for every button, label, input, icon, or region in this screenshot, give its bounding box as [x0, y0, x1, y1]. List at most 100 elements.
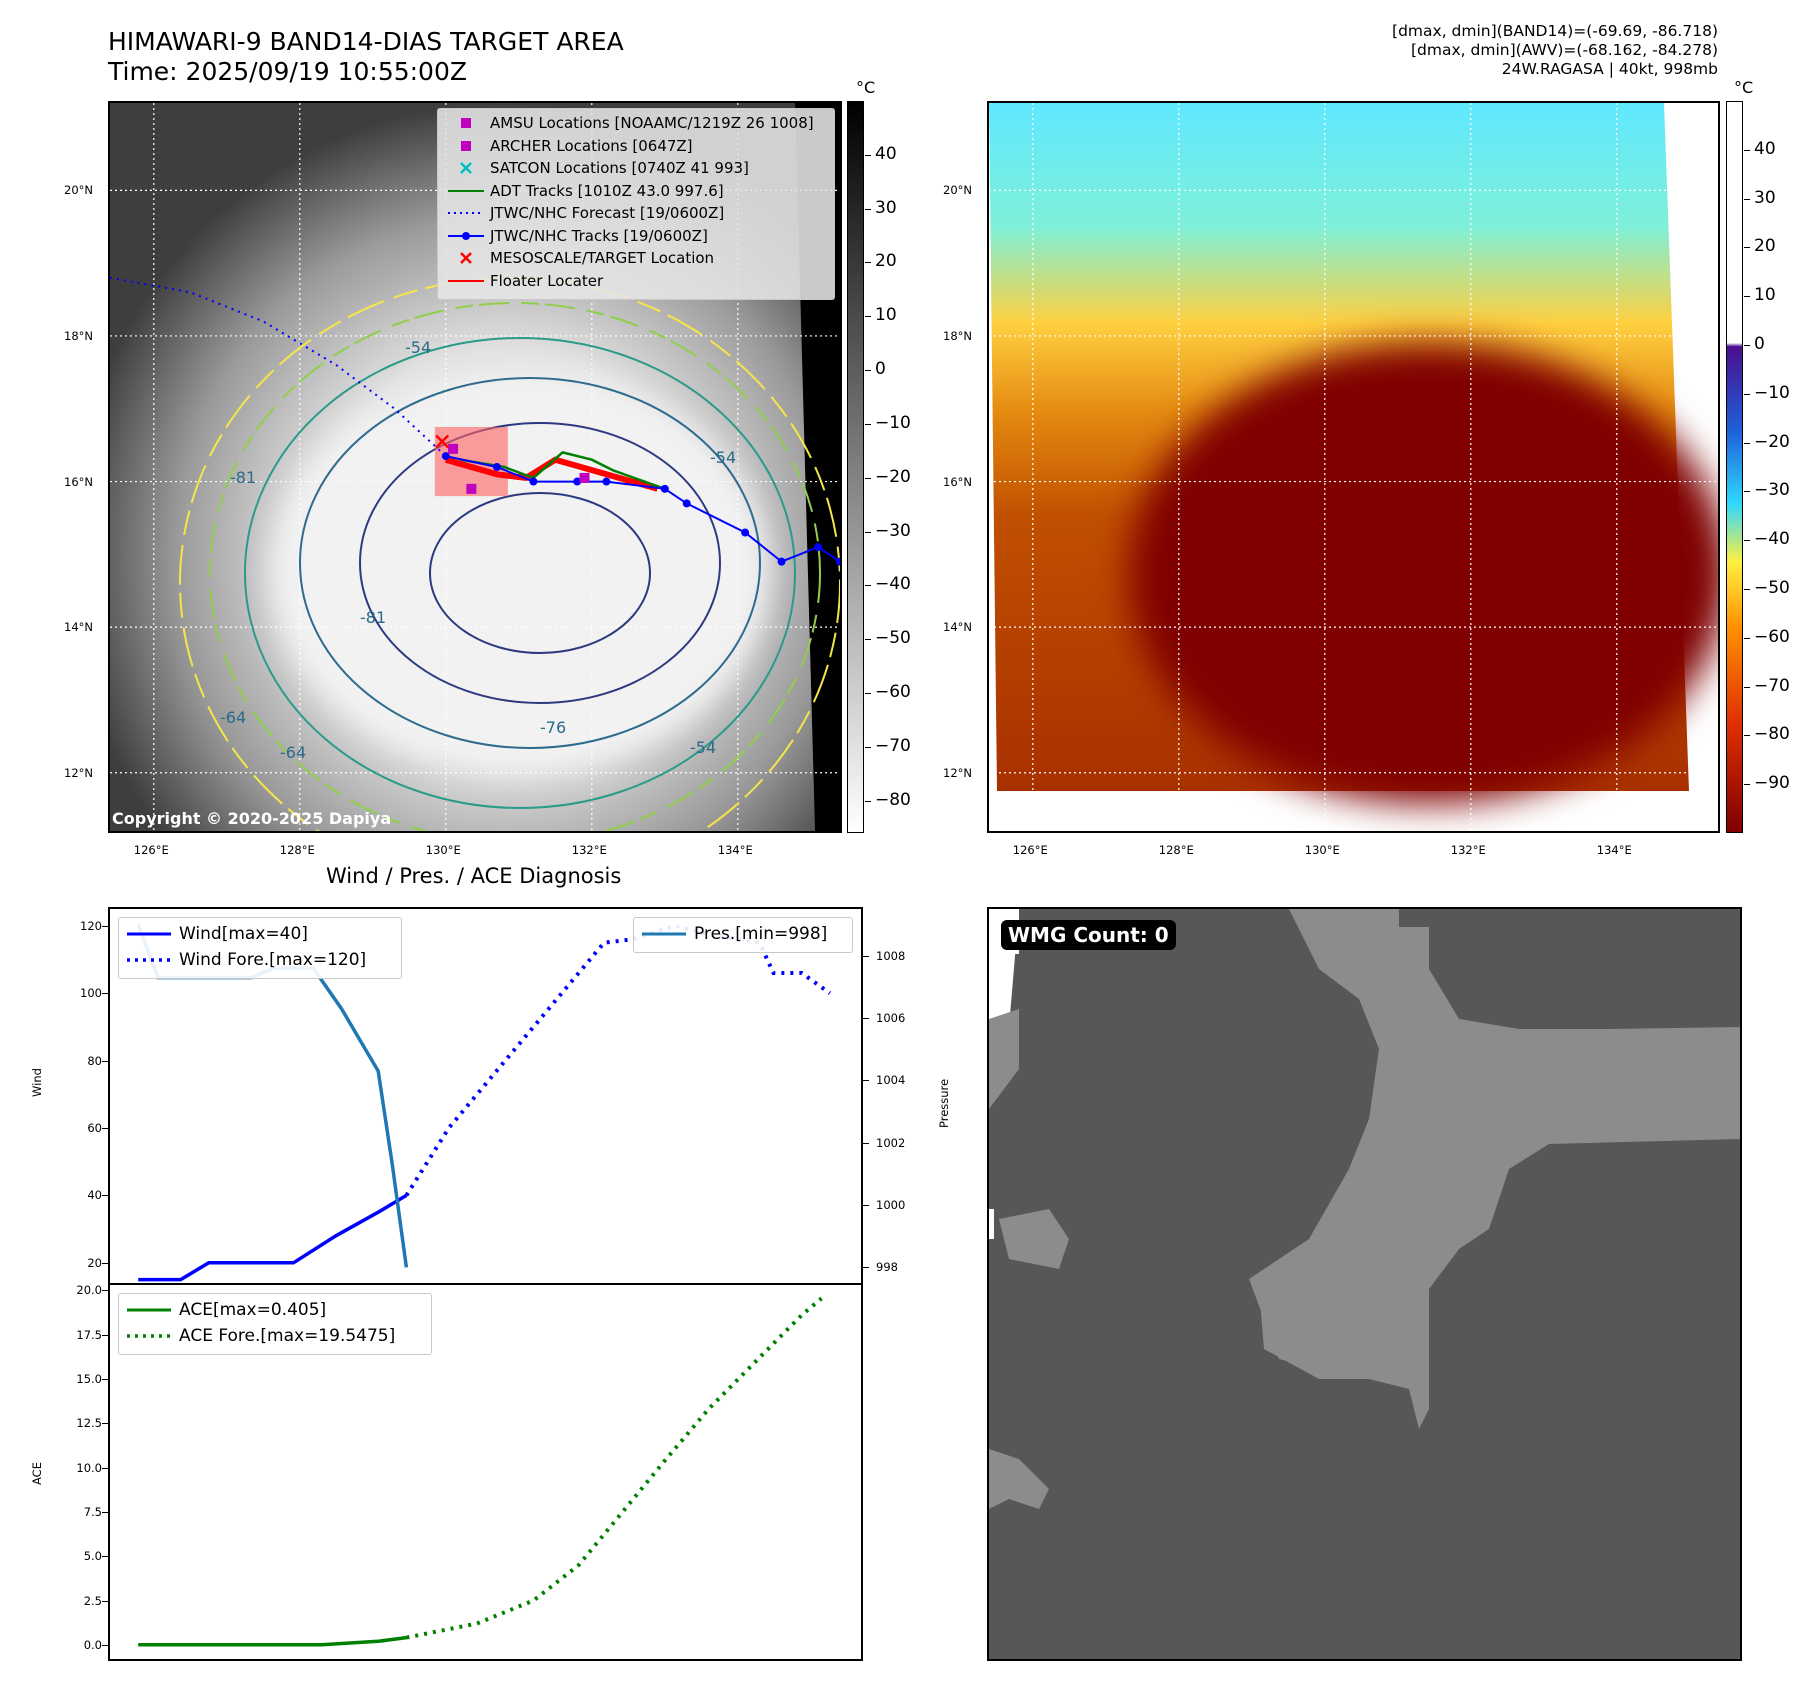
storm-info: 24W.RAGASA | 40kt, 998mb — [1501, 60, 1718, 78]
diagnosis-title: Wind / Pres. / ACE Diagnosis — [326, 864, 622, 888]
wind-tick-mark — [102, 1060, 108, 1062]
colorbar-tick-mark — [1744, 247, 1750, 249]
colorbar-tick-label: 10 — [875, 305, 897, 326]
map-legend-label: ADT Tracks [1010Z 43.0 997.6] — [490, 181, 724, 200]
colorbar-tick-label: −40 — [1754, 529, 1790, 550]
contour-label: -54 — [710, 448, 736, 467]
square-legend-symbol — [461, 140, 471, 151]
amsu-location-marker — [579, 472, 590, 483]
wind-tick-mark — [102, 1128, 108, 1129]
ace-tick-mark — [102, 1511, 108, 1513]
ace-tick-mark — [102, 1556, 108, 1558]
mesoscale-marker — [435, 434, 450, 449]
x-legend-symbol — [460, 252, 472, 264]
contour-label: -54 — [405, 338, 431, 357]
wmg-panel: WMG Count: 0 — [987, 907, 1742, 1661]
colorbar-tick-label: 20 — [875, 251, 897, 272]
map-legend-label: AMSU Locations [NOAAMC/1219Z 26 1008] — [490, 114, 814, 132]
lat-tick-left: 14°N — [64, 620, 93, 635]
lat-tick-right: 18°N — [943, 328, 972, 343]
colorbar-tick-label: −10 — [1754, 382, 1790, 403]
pressure-tick-label: 1004 — [876, 1073, 906, 1088]
pressure-tick-mark — [863, 1142, 869, 1144]
colorbar-tick-label: −40 — [875, 574, 911, 595]
colorbar-tick-mark — [865, 693, 871, 695]
colorbar-tick-mark — [1744, 198, 1750, 200]
contour-label: -81 — [360, 608, 386, 627]
colorbar-tick-mark — [865, 370, 871, 372]
jtwc-track-point — [602, 477, 611, 486]
dotted-legend-symbol — [448, 212, 484, 214]
ace-tick-label: 10.0 — [76, 1460, 102, 1475]
jtwc-track-point — [441, 452, 450, 461]
copyright-text: Copyright © 2020-2025 Dapiya — [112, 809, 392, 828]
colorbar-tick-label: −20 — [875, 466, 911, 487]
jtwc-track-point — [660, 484, 669, 493]
colorbar-tick-mark — [1744, 686, 1750, 688]
amsu-location-marker — [448, 443, 459, 454]
wind-axis-label: Wind — [30, 1068, 44, 1097]
colorbar-tick-mark — [1744, 491, 1750, 493]
pressure-axis-label: Pressure — [937, 1078, 951, 1128]
wind-legend: Wind[max=40] Wind Fore.[max=120] — [118, 917, 402, 979]
lon-tick-right: 126°E — [1012, 843, 1048, 857]
colorbar-tick-mark — [865, 316, 871, 318]
ace-forecast-legend-label: ACE Fore.[max=19.5475] — [179, 1326, 396, 1346]
wmg-grid — [989, 909, 1740, 1659]
ace-tick-mark — [102, 1378, 108, 1380]
colorbar-tick-mark — [865, 477, 871, 479]
wind-pressure-chart: Wind[max=40] Wind Fore.[max=120] Pres.[m… — [108, 907, 863, 1285]
colorbar-tick-label: −80 — [1754, 724, 1790, 745]
ace-tick-mark — [102, 1423, 108, 1425]
contour-label: -64 — [280, 743, 306, 762]
colorbar-tick-label: 40 — [1754, 138, 1776, 159]
pressure-tick-mark — [863, 955, 869, 957]
map-legend-label: SATCON Locations [0740Z 41 993] — [490, 159, 749, 177]
jtwc-track-point — [492, 463, 501, 471]
ace-tick-mark — [102, 1334, 108, 1336]
wind-tick-label: 100 — [80, 986, 102, 1001]
lat-tick-left: 12°N — [64, 765, 93, 780]
colorbar-tick-label: −50 — [1754, 578, 1790, 598]
map-legend-label: ARCHER Locations [0647Z] — [490, 136, 693, 155]
wind-tick-mark — [102, 1195, 108, 1197]
series-line — [138, 1193, 408, 1282]
ace-chart: ACE[max=0.405] ACE Fore.[max=19.5475] — [108, 1283, 863, 1661]
pressure-tick-label: 1002 — [876, 1135, 906, 1150]
x-legend-symbol — [460, 162, 472, 174]
map-legend-label: JTWC/NHC Tracks [19/0600Z] — [490, 226, 708, 245]
pressure-tick-label: 1008 — [876, 948, 906, 963]
contour-label: -64 — [220, 708, 246, 727]
colorbar-tick-label: 40 — [875, 143, 897, 164]
colorbar-tick-label: −30 — [875, 520, 911, 541]
band14-map: -54 -81 -81 -64 -64 -76 -54 -54 AMSU Locations … — [108, 101, 842, 833]
wind-tick-label: 120 — [80, 918, 102, 933]
pressure-tick-label: 1006 — [876, 1011, 906, 1026]
stats-block: [dmax, dmin](BAND14)=(-69.69, -86.718) [… — [1392, 22, 1718, 79]
jtwc-track-point — [836, 557, 840, 566]
wind-legend-label: Wind[max=40] — [179, 924, 308, 944]
chart-time: Time: 2025/09/19 10:55:00Z — [108, 57, 467, 86]
lat-tick-left: 18°N — [64, 328, 93, 343]
colorbar-tick-mark — [865, 800, 871, 802]
lon-tick-left: 126°E — [133, 843, 169, 857]
lat-tick-right: 16°N — [943, 474, 972, 489]
lon-tick-right: 132°E — [1450, 843, 1486, 857]
colorbar-tick-mark — [1744, 345, 1750, 346]
colorbar-tick-mark — [865, 585, 871, 587]
colorbar-tick-label: 20 — [1754, 236, 1776, 257]
colorbar-tick-label: −90 — [1754, 773, 1790, 794]
lat-tick-left: 20°N — [64, 183, 93, 198]
contour-label: -76 — [540, 718, 566, 737]
jtwc-forecast-line — [110, 276, 447, 457]
colorbar-tick-mark — [865, 208, 871, 210]
lon-tick-right: 128°E — [1158, 843, 1194, 857]
adt-track-line — [460, 451, 666, 490]
pressure-legend: Pres.[min=998] — [633, 917, 853, 953]
colorbar-unit-right: °C — [1734, 78, 1754, 97]
colorbar-tick-mark — [865, 262, 871, 264]
lon-tick-left: 134°E — [717, 843, 753, 857]
lon-tick-left: 128°E — [279, 843, 315, 857]
awv-imagery — [989, 103, 1718, 831]
wind-tick-label: 80 — [87, 1053, 102, 1068]
